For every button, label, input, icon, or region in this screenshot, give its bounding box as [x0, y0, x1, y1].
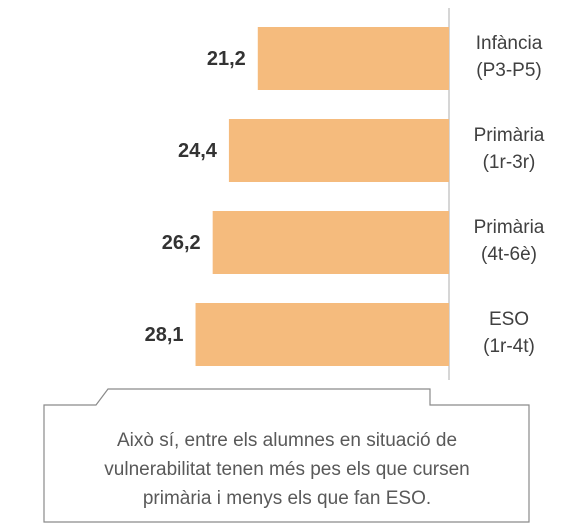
value-label: 26,2 — [162, 232, 201, 254]
annotation-line: Això sí, entre els alumnes en situació d… — [117, 430, 457, 451]
bar — [228, 119, 449, 182]
category-label: Primària (1r-3r) — [473, 125, 545, 173]
category-label: Infància (P3-P5) — [475, 33, 543, 81]
category-label: ESO (1r-4t) — [483, 309, 535, 357]
bar — [195, 303, 449, 366]
value-label: 24,4 — [178, 140, 218, 162]
value-label: 21,2 — [207, 48, 246, 70]
value-label: 28,1 — [145, 324, 184, 346]
annotation-line: primària i menys els que fan ESO. — [143, 488, 431, 509]
callout-box — [43, 388, 530, 523]
annotation-line: vulnerabilitat tenen més pes els que cur… — [104, 459, 469, 480]
category-label: Primària (4t-6è) — [473, 217, 545, 265]
bar — [257, 27, 449, 90]
bar — [212, 211, 449, 274]
